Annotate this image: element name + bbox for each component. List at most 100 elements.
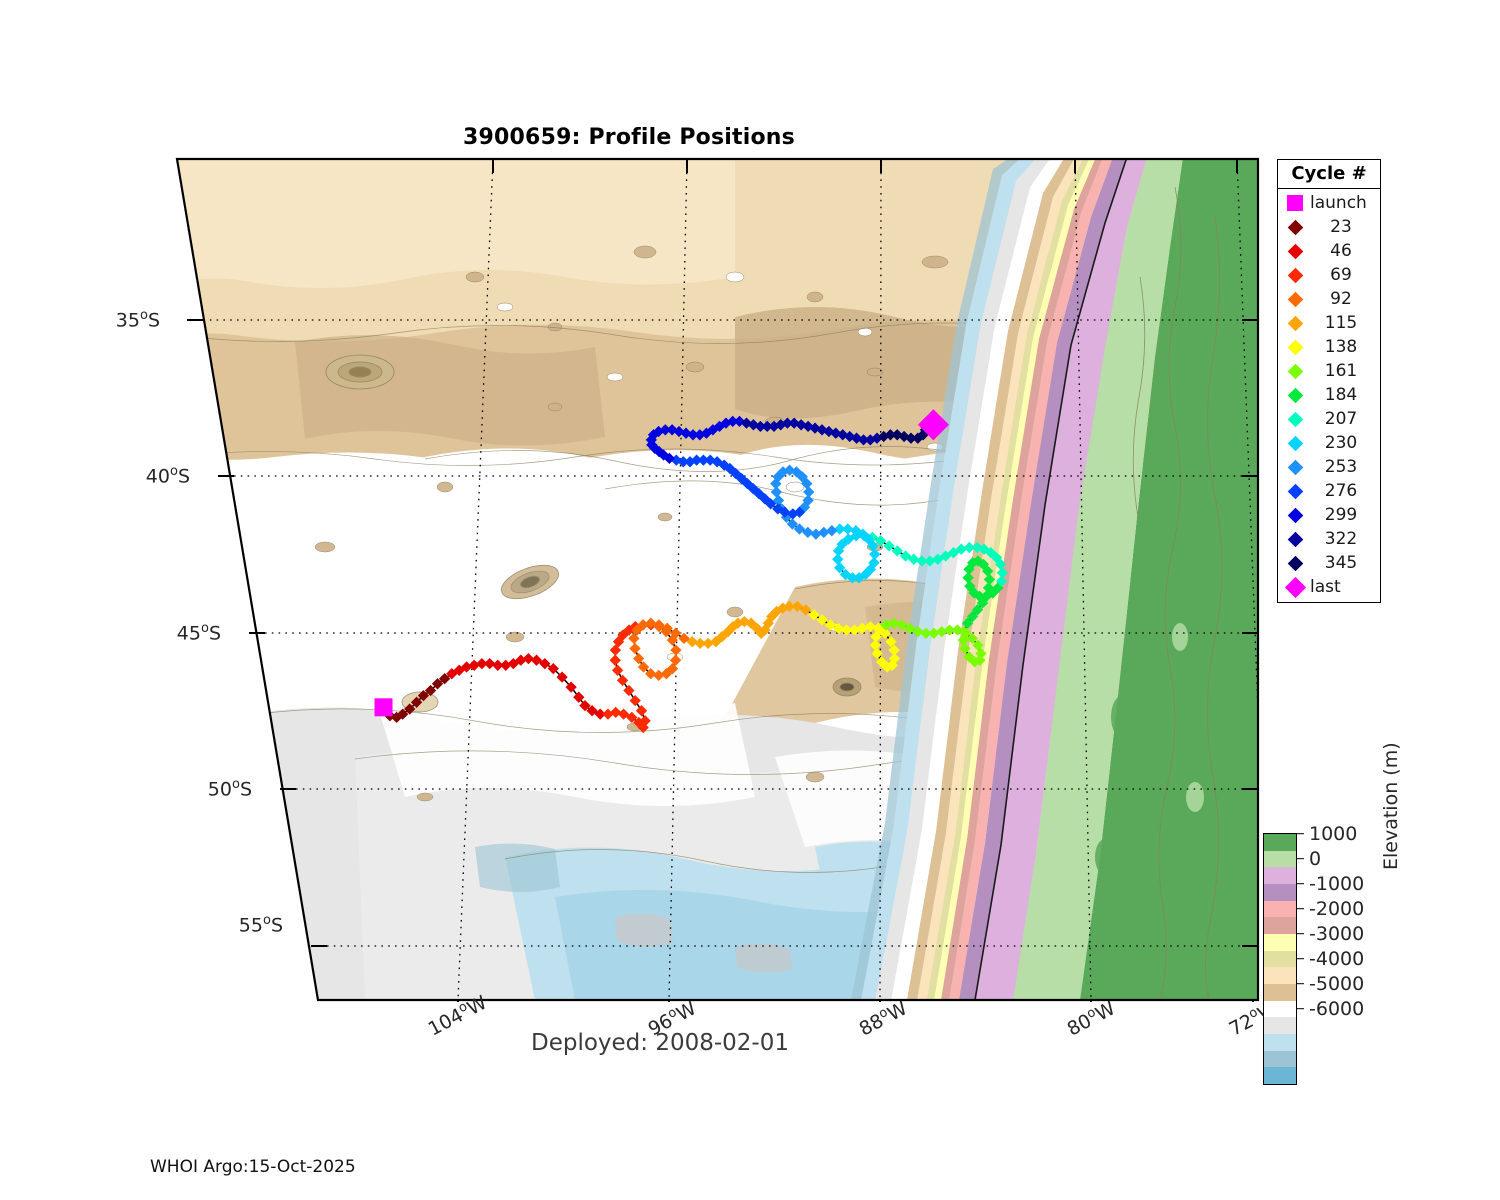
profile-marker[interactable] xyxy=(908,553,920,565)
legend-row-230[interactable]: 230 xyxy=(1278,431,1380,455)
map-canvas[interactable] xyxy=(175,157,1260,1002)
cycle-legend[interactable]: Cycle # launch 23 46 69 92 115 138 161 184 207 230… xyxy=(1277,159,1381,603)
profile-marker[interactable] xyxy=(639,715,651,727)
profile-marker[interactable] xyxy=(515,654,527,666)
profile-marker[interactable] xyxy=(834,523,846,535)
profile-marker[interactable] xyxy=(586,705,598,717)
profile-marker[interactable] xyxy=(522,652,535,665)
profile-marker[interactable] xyxy=(623,684,635,697)
profile-marker[interactable] xyxy=(666,662,679,675)
profile-marker[interactable] xyxy=(924,555,936,567)
profile-marker[interactable] xyxy=(629,642,641,655)
profile-marker[interactable] xyxy=(687,429,699,441)
profile-marker[interactable] xyxy=(996,567,1009,579)
legend-row-299[interactable]: 299 xyxy=(1278,503,1380,527)
profile-marker[interactable] xyxy=(928,627,940,639)
profile-marker[interactable] xyxy=(637,619,649,631)
profile-marker[interactable] xyxy=(966,610,979,623)
legend-row-276[interactable]: 276 xyxy=(1278,479,1380,503)
profile-marker[interactable] xyxy=(885,636,897,648)
profile-marker[interactable] xyxy=(530,654,543,666)
profile-marker[interactable] xyxy=(891,545,903,557)
profile-marker[interactable] xyxy=(694,637,706,650)
profile-marker[interactable] xyxy=(832,545,845,557)
profile-marker[interactable] xyxy=(697,454,710,466)
profile-marker[interactable] xyxy=(594,708,606,720)
profile-marker[interactable] xyxy=(476,657,488,670)
profile-marker[interactable] xyxy=(883,540,895,552)
legend-row-322[interactable]: 322 xyxy=(1278,527,1380,551)
profile-marker[interactable] xyxy=(645,668,657,680)
profile-marker[interactable] xyxy=(846,572,859,584)
profile-marker[interactable] xyxy=(611,664,624,676)
profile-marker[interactable] xyxy=(431,678,444,690)
profile-marker[interactable] xyxy=(832,553,844,565)
profile-marker[interactable] xyxy=(653,619,665,631)
profile-marker[interactable] xyxy=(963,563,975,576)
legend-row-253[interactable]: 253 xyxy=(1278,455,1380,479)
profile-marker[interactable] xyxy=(565,681,577,693)
profile-marker[interactable] xyxy=(869,639,881,651)
elevation-colorbar[interactable] xyxy=(1263,833,1297,1085)
profile-marker[interactable] xyxy=(868,557,880,569)
profile-marker[interactable] xyxy=(609,644,622,656)
profile-marker[interactable] xyxy=(660,668,673,680)
profile-marker[interactable] xyxy=(761,420,773,433)
profile-marker[interactable] xyxy=(856,622,868,634)
profile-marker[interactable] xyxy=(410,696,423,708)
profile-marker[interactable] xyxy=(943,624,956,636)
last-position-marker[interactable] xyxy=(917,409,949,441)
profile-marker[interactable] xyxy=(896,619,908,631)
profile-marker[interactable] xyxy=(963,651,975,663)
profile-marker[interactable] xyxy=(484,657,496,670)
legend-row-23[interactable]: 23 xyxy=(1278,215,1380,239)
profile-marker[interactable] xyxy=(971,604,984,616)
profile-marker[interactable] xyxy=(772,503,784,515)
launch-marker[interactable] xyxy=(374,698,393,717)
profile-marker[interactable] xyxy=(826,525,838,537)
profile-marker[interactable] xyxy=(799,604,812,616)
profile-marker[interactable] xyxy=(684,456,696,468)
profile-marker[interactable] xyxy=(609,654,621,666)
profile-marker[interactable] xyxy=(645,617,657,629)
profile-marker[interactable] xyxy=(468,659,480,671)
profile-marker[interactable] xyxy=(871,647,883,660)
profile-marker[interactable] xyxy=(864,620,876,633)
profile-marker[interactable] xyxy=(573,691,585,703)
profile-marker[interactable] xyxy=(669,654,682,666)
profile-marker[interactable] xyxy=(617,708,630,720)
profile-marker[interactable] xyxy=(781,417,794,429)
legend-row-184[interactable]: 184 xyxy=(1278,383,1380,407)
legend-row-207[interactable]: 207 xyxy=(1278,407,1380,431)
profile-marker[interactable] xyxy=(678,632,690,645)
profile-marker[interactable] xyxy=(492,659,504,671)
profile-marker[interactable] xyxy=(629,694,641,707)
profile-marker[interactable] xyxy=(850,525,862,537)
profile-marker[interactable] xyxy=(500,659,512,671)
profile-marker[interactable] xyxy=(932,553,944,565)
profile-marker[interactable] xyxy=(957,634,969,646)
profile-marker[interactable] xyxy=(966,632,978,645)
profile-marker[interactable] xyxy=(659,424,671,436)
legend-row-69[interactable]: 69 xyxy=(1278,263,1380,287)
profile-marker[interactable] xyxy=(556,671,568,683)
profile-marker[interactable] xyxy=(916,555,928,567)
profile-marker[interactable] xyxy=(803,486,815,498)
profile-marker[interactable] xyxy=(637,661,650,673)
legend-row-115[interactable]: 115 xyxy=(1278,311,1380,335)
profile-marker[interactable] xyxy=(616,674,629,687)
profile-marker[interactable] xyxy=(661,622,673,634)
profile-marker[interactable] xyxy=(875,656,888,668)
profile-marker[interactable] xyxy=(669,627,682,639)
profile-marker[interactable] xyxy=(438,673,451,685)
profile-marker[interactable] xyxy=(857,434,870,446)
profile-marker[interactable] xyxy=(888,617,900,629)
profile-marker[interactable] xyxy=(920,627,932,639)
profile-marker[interactable] xyxy=(704,454,716,466)
profile-marker[interactable] xyxy=(404,703,416,715)
profile-marker[interactable] xyxy=(424,684,437,697)
profile-marker[interactable] xyxy=(460,661,473,673)
profile-marker[interactable] xyxy=(963,541,975,554)
profile-marker[interactable] xyxy=(783,600,796,613)
legend-row-92[interactable]: 92 xyxy=(1278,287,1380,311)
